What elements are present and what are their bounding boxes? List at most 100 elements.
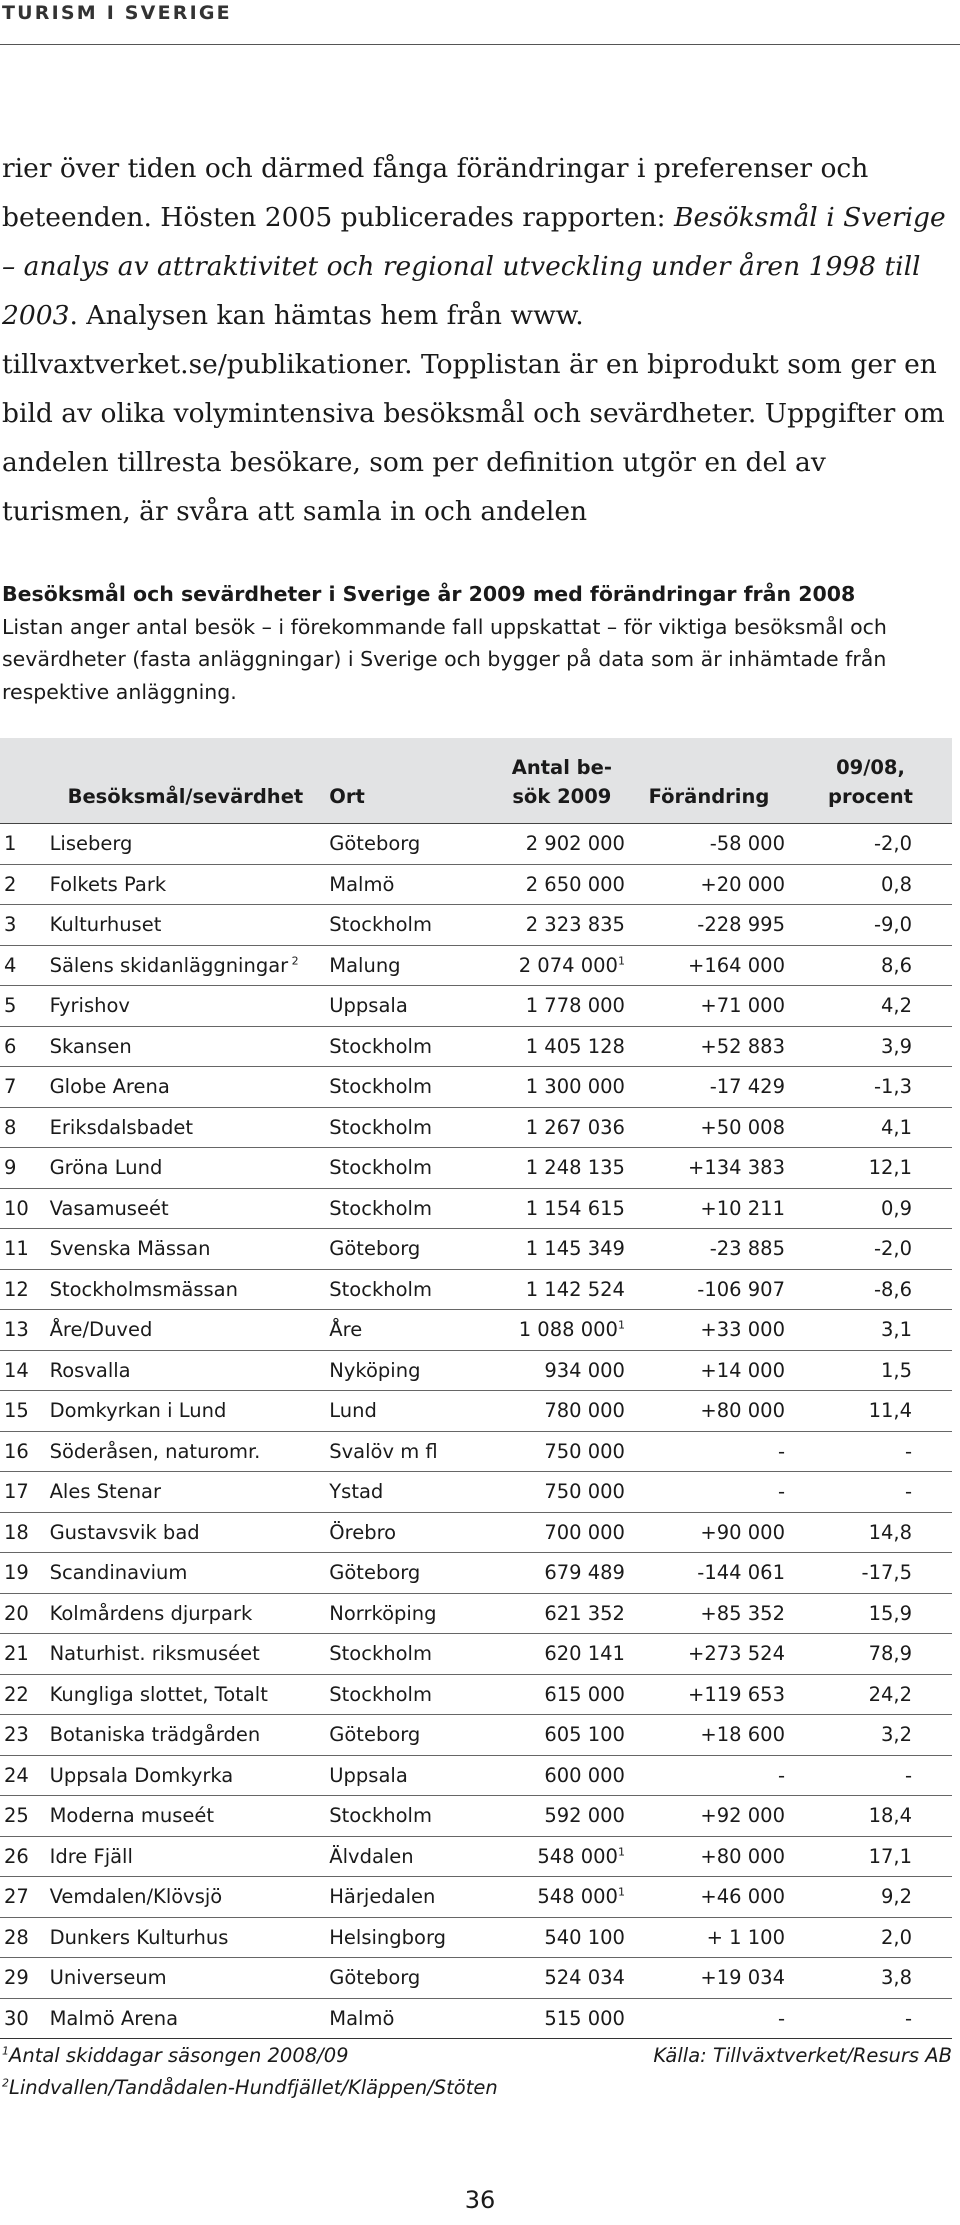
cell-place-value: Göteborg xyxy=(329,832,421,856)
cell-visits-value: 1 300 000 xyxy=(525,1075,625,1099)
cell-percent: 4,1 xyxy=(788,1107,952,1148)
footnote-2-text: Lindvallen/Tandådalen-Hundfjället/Kläppe… xyxy=(9,2076,498,2099)
cell-percent: 24,2 xyxy=(788,1674,952,1715)
cell-place: Nyköping xyxy=(325,1350,495,1391)
cell-rank: 20 xyxy=(0,1593,46,1634)
cell-rank: 23 xyxy=(0,1714,46,1756)
cell-change: +10 211 xyxy=(628,1188,789,1229)
cell-rank: 15 xyxy=(0,1390,46,1432)
cell-name: Domkyrkan i Lund xyxy=(45,1390,326,1432)
cell-visits: 1 405 128 xyxy=(494,1026,629,1067)
cell-visits: 524 034 xyxy=(494,1957,629,1999)
cell-change-value: -144 061 xyxy=(697,1561,785,1585)
cell-change-value: -17 429 xyxy=(709,1075,785,1099)
cell-percent-value: 0,9 xyxy=(880,1196,912,1220)
cell-percent-value: 3,2 xyxy=(880,1723,912,1747)
cell-name-value: Folkets Park xyxy=(49,872,167,896)
cell-name-value: Vemdalen/Klövsjö xyxy=(49,1885,223,1909)
cell-change-value: - xyxy=(777,1480,785,1504)
cell-name-value: Stockholmsmässan xyxy=(49,1277,238,1301)
cell-rank: 5 xyxy=(0,985,46,1027)
col-header-visits: Antal be-sök 2009 xyxy=(494,738,629,824)
cell-rank: 28 xyxy=(0,1917,46,1958)
col-header-percent-line1: 09/08, xyxy=(836,756,905,779)
cell-name-value: Gustavsvik bad xyxy=(49,1520,200,1544)
table-row: 11 Svenska Mässan Göteborg 1 145 349 -23 885… xyxy=(0,1228,952,1270)
col-header-rank xyxy=(0,738,46,824)
cell-place-value: Göteborg xyxy=(329,1723,421,1747)
cell-name-value: Idre Fjäll xyxy=(49,1844,133,1868)
cell-place-value: Stockholm xyxy=(329,1277,432,1301)
cell-change-value: +85 352 xyxy=(700,1601,785,1625)
cell-change-value: -58 000 xyxy=(709,832,785,856)
table-row: 7 Globe Arena Stockholm 1 300 000 -17 429 -1,… xyxy=(0,1066,952,1108)
cell-percent: 4,2 xyxy=(788,985,952,1027)
source-credit: Källa: Tillväxtverket/Resurs AB xyxy=(653,2044,952,2067)
cell-place-value: Göteborg xyxy=(329,1561,421,1585)
cell-name: Sälens skidanläggningar 2 xyxy=(45,945,326,986)
cell-rank: 11 xyxy=(0,1228,46,1270)
cell-place-value: Stockholm xyxy=(329,1156,432,1180)
cell-place-value: Göteborg xyxy=(329,1237,421,1261)
cell-visits-value: 615 000 xyxy=(544,1682,625,1706)
cell-place-value: Ystad xyxy=(329,1480,384,1504)
cell-rank: 1 xyxy=(0,823,46,865)
cell-rank: 30 xyxy=(0,1998,46,2039)
cell-place-value: Stockholm xyxy=(329,1196,432,1220)
cell-rank: 18 xyxy=(0,1512,46,1553)
cell-rank-value: 19 xyxy=(4,1561,29,1585)
body-text-part-2: . Analysen kan hämtas hem från www. till… xyxy=(2,300,945,527)
cell-place: Malmö xyxy=(325,864,495,905)
cell-name: Malmö Arena xyxy=(45,1998,326,2039)
table-row: 12 Stockholmsmässan Stockholm 1 142 524 -106… xyxy=(0,1269,952,1310)
cell-place-value: Göteborg xyxy=(329,1966,421,1990)
cell-change: - xyxy=(628,1471,789,1513)
cell-place-value: Stockholm xyxy=(329,1642,432,1666)
cell-percent: 0,8 xyxy=(788,864,952,905)
table-row: 5 Fyrishov Uppsala 1 778 000 +71 000 4,2 xyxy=(0,985,952,1027)
cell-visits-value: 1 088 000 xyxy=(518,1318,618,1342)
cell-percent: -2,0 xyxy=(788,823,952,865)
cell-percent-value: -1,3 xyxy=(873,1075,912,1099)
table-caption-title: Besöksmål och sevärdheter i Sverige år 2… xyxy=(2,582,856,606)
cell-visits-value: 1 142 524 xyxy=(525,1277,625,1301)
cell-name: Skansen xyxy=(45,1026,326,1067)
cell-change: -17 429 xyxy=(628,1066,789,1108)
cell-change: +50 008 xyxy=(628,1107,789,1148)
cell-percent: 3,1 xyxy=(788,1309,952,1351)
cell-rank-value: 7 xyxy=(4,1075,17,1099)
cell-name-value: Eriksdalsbadet xyxy=(49,1115,194,1139)
cell-rank: 22 xyxy=(0,1674,46,1715)
cell-percent-value: 3,1 xyxy=(880,1318,912,1342)
cell-change: + 1 100 xyxy=(628,1917,789,1958)
cell-percent: -1,3 xyxy=(788,1066,952,1108)
cell-rank-value: 25 xyxy=(4,1804,29,1828)
cell-visits-value: 1 154 615 xyxy=(525,1196,625,1220)
cell-name: Globe Arena xyxy=(45,1066,326,1108)
cell-visits: 600 000 xyxy=(494,1755,629,1796)
cell-name-value: Uppsala Domkyrka xyxy=(49,1763,234,1787)
cell-place: Uppsala xyxy=(325,985,495,1027)
cell-percent: -2,0 xyxy=(788,1228,952,1270)
cell-rank: 4 xyxy=(0,945,46,986)
cell-change: -23 885 xyxy=(628,1228,789,1270)
cell-name-value: Söderåsen, naturomr. xyxy=(49,1439,261,1463)
table-row: 23 Botaniska trädgården Göteborg 605 100 +18… xyxy=(0,1714,952,1756)
cell-name: Stockholmsmässan xyxy=(45,1269,326,1310)
table-row: 25 Moderna museét Stockholm 592 000 +92 000 1… xyxy=(0,1795,952,1837)
cell-change: +52 883 xyxy=(628,1026,789,1067)
table-row: 27 Vemdalen/Klövsjö Härjedalen 548 0001 +46 … xyxy=(0,1876,952,1918)
cell-change-value: +14 000 xyxy=(700,1358,785,1382)
cell-visits: 540 100 xyxy=(494,1917,629,1958)
cell-percent: 11,4 xyxy=(788,1390,952,1432)
cell-name: Gustavsvik bad xyxy=(45,1512,326,1553)
cell-rank-value: 24 xyxy=(4,1763,29,1787)
cell-percent: 0,9 xyxy=(788,1188,952,1229)
cell-percent-value: -8,6 xyxy=(873,1277,912,1301)
cell-percent-value: -9,0 xyxy=(873,913,912,937)
table-row: 19 Scandinavium Göteborg 679 489 -144 061 -17… xyxy=(0,1552,952,1594)
cell-name: Scandinavium xyxy=(45,1552,326,1594)
cell-rank-value: 17 xyxy=(4,1480,29,1504)
table-row: 28 Dunkers Kulturhus Helsingborg 540 100 + 1… xyxy=(0,1917,952,1958)
cell-place: Göteborg xyxy=(325,1228,495,1270)
